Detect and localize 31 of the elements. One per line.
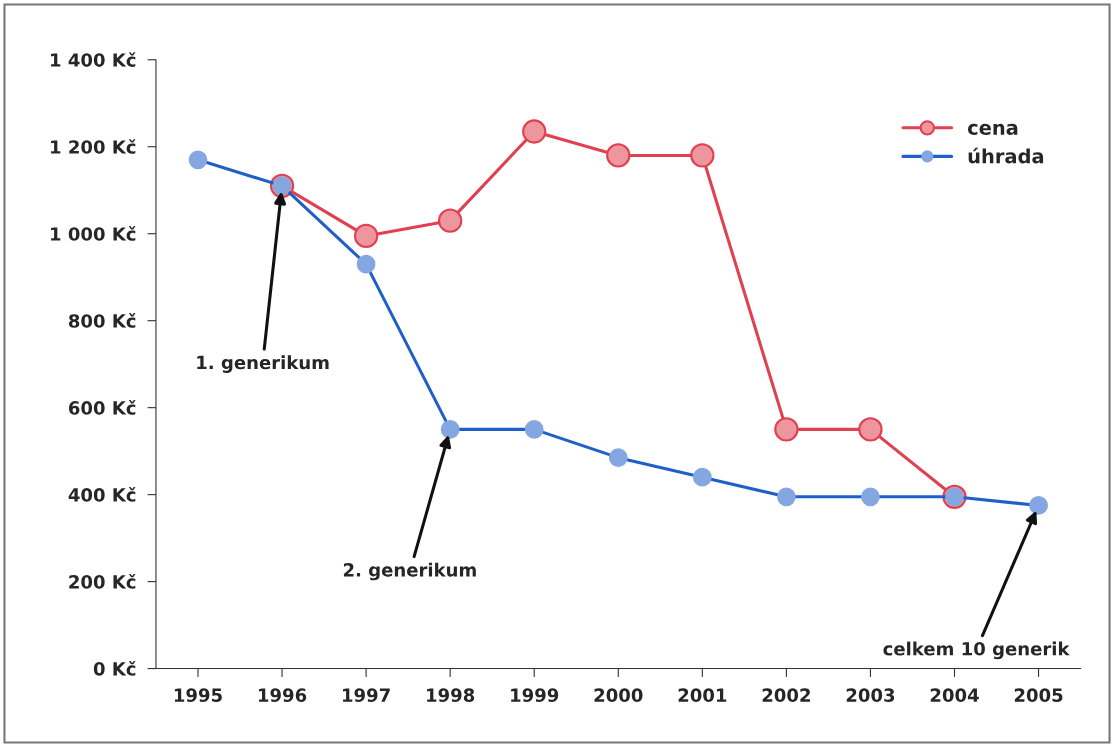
point (606, 143, 631, 168)
x-tick-label: 1997 (343, 688, 390, 702)
x-tick-label: 2003 (846, 688, 895, 702)
x-tick-label: 1998 (427, 688, 475, 702)
y-tick-label: 1 000 Kč (51, 226, 136, 241)
x-tick-label: 2004 (930, 688, 979, 702)
annotation: celkem 10 generik (883, 641, 1070, 660)
annotation: 2. generikum (343, 562, 476, 581)
y-tick-label: 1 200 Kč (51, 139, 136, 154)
y-tick-label: 0 Kč (93, 660, 136, 676)
legend-label: cena (967, 123, 1018, 135)
x-tick-label: 1996 (258, 688, 307, 702)
point (774, 417, 799, 442)
x-tick-label: 2005 (1014, 688, 1063, 702)
y-tick-label: 600 Kč (68, 400, 136, 415)
point (353, 223, 379, 249)
x-tick-label: 2001 (678, 688, 727, 702)
y-tick-label: 800 Kč (68, 313, 136, 328)
y-tick-label: 400 Kč (68, 487, 136, 502)
y-tick-label: 1 400 Kč (51, 52, 136, 67)
point (858, 417, 883, 442)
point (438, 208, 463, 233)
x-tick-label: 1999 (511, 688, 559, 702)
annotation: 1. generikum (197, 355, 329, 373)
x-tick-label: 1995 (174, 688, 222, 702)
x-tick-label: 2000 (594, 688, 643, 702)
legend-label: úhrada (968, 147, 1044, 164)
y-tick-label: 200 Kč (69, 574, 136, 589)
x-tick-label: 2002 (762, 688, 810, 702)
point (690, 143, 715, 168)
point (522, 119, 547, 144)
